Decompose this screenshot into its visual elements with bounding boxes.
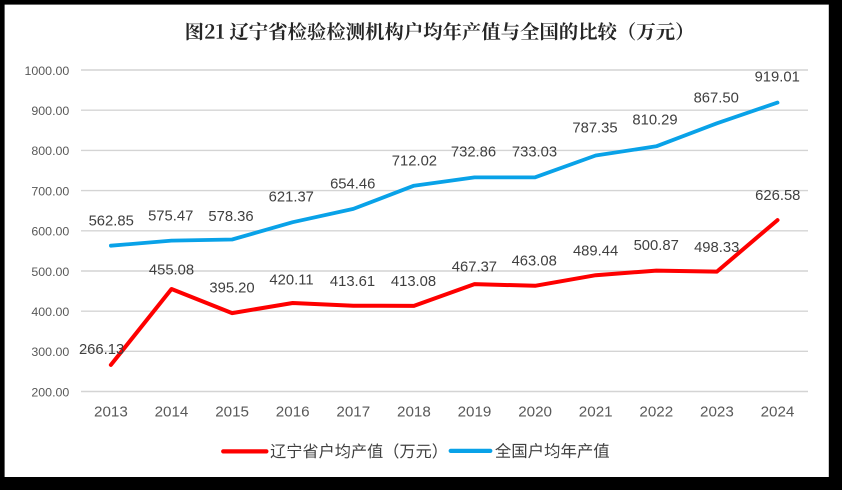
svg-text:626.58: 626.58 bbox=[755, 188, 800, 204]
svg-text:654.46: 654.46 bbox=[330, 176, 375, 192]
svg-text:420.11: 420.11 bbox=[269, 273, 313, 289]
svg-text:395.20: 395.20 bbox=[209, 281, 254, 297]
svg-text:489.44: 489.44 bbox=[573, 244, 618, 260]
svg-text:455.08: 455.08 bbox=[149, 262, 194, 278]
svg-text:2017: 2017 bbox=[336, 404, 370, 421]
svg-text:467.37: 467.37 bbox=[452, 260, 497, 276]
svg-text:562.85: 562.85 bbox=[89, 214, 134, 230]
svg-text:2016: 2016 bbox=[276, 404, 310, 421]
svg-text:600.00: 600.00 bbox=[31, 225, 69, 239]
svg-text:413.61: 413.61 bbox=[330, 274, 375, 290]
svg-text:867.50: 867.50 bbox=[694, 91, 739, 107]
svg-text:900.00: 900.00 bbox=[31, 104, 69, 118]
svg-text:733.03: 733.03 bbox=[512, 145, 557, 161]
svg-text:2019: 2019 bbox=[458, 404, 492, 421]
svg-text:621.37: 621.37 bbox=[269, 189, 314, 205]
svg-text:919.01: 919.01 bbox=[755, 70, 800, 86]
svg-text:463.08: 463.08 bbox=[512, 253, 557, 269]
svg-text:200.00: 200.00 bbox=[31, 385, 69, 399]
svg-text:300.00: 300.00 bbox=[31, 345, 69, 359]
svg-text:2023: 2023 bbox=[700, 404, 734, 421]
svg-text:400.00: 400.00 bbox=[31, 305, 69, 319]
svg-text:500.00: 500.00 bbox=[31, 265, 69, 279]
svg-text:413.08: 413.08 bbox=[391, 274, 436, 290]
svg-text:810.29: 810.29 bbox=[632, 113, 677, 129]
svg-text:266.13: 266.13 bbox=[79, 342, 124, 358]
svg-text:1000.00: 1000.00 bbox=[25, 64, 70, 78]
svg-text:787.35: 787.35 bbox=[572, 121, 617, 137]
svg-text:575.47: 575.47 bbox=[148, 209, 193, 225]
svg-text:578.36: 578.36 bbox=[208, 209, 253, 225]
svg-text:2021: 2021 bbox=[579, 404, 613, 421]
svg-text:700.00: 700.00 bbox=[31, 184, 69, 198]
svg-text:732.86: 732.86 bbox=[451, 145, 496, 161]
svg-text:2022: 2022 bbox=[639, 404, 673, 421]
svg-text:800.00: 800.00 bbox=[31, 144, 69, 158]
svg-text:2018: 2018 bbox=[397, 404, 431, 421]
svg-text:2015: 2015 bbox=[215, 404, 249, 421]
svg-text:2024: 2024 bbox=[761, 404, 795, 421]
svg-text:2014: 2014 bbox=[155, 404, 189, 421]
svg-text:498.33: 498.33 bbox=[694, 240, 739, 256]
svg-text:2013: 2013 bbox=[94, 404, 128, 421]
svg-text:712.02: 712.02 bbox=[392, 154, 437, 170]
svg-text:500.87: 500.87 bbox=[634, 238, 679, 254]
svg-text:2020: 2020 bbox=[518, 404, 552, 421]
